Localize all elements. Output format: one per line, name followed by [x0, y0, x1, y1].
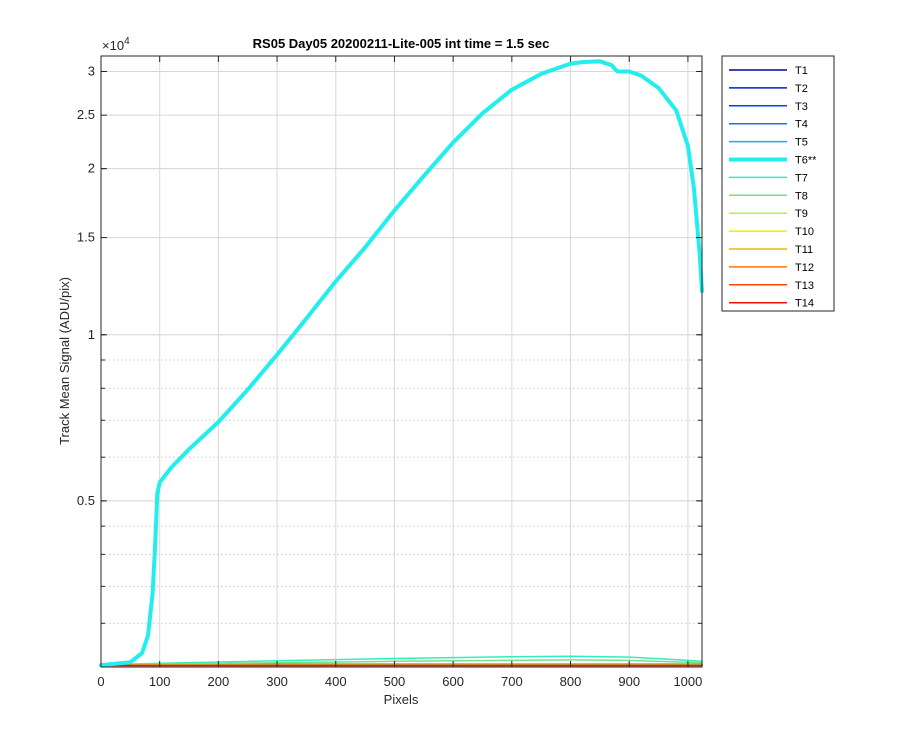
legend-box	[721, 55, 835, 312]
x-tick-label: 1000	[673, 674, 702, 689]
ticks	[100, 56, 702, 668]
x-tick-label: 300	[266, 674, 288, 689]
series-line-t6	[99, 59, 704, 668]
x-tick-label: 800	[560, 674, 582, 689]
x-tick-label: 600	[442, 674, 464, 689]
legend: T1 T2 T3 T4 T5 T6** T7 T8 T9 T10 T11 T12 T13 T14	[721, 55, 835, 312]
series-line-t7	[100, 655, 703, 666]
legend-label-t3: T3	[795, 101, 808, 113]
plot-area	[101, 56, 702, 667]
legend-label-t2: T2	[795, 83, 808, 95]
x-tick-label: 0	[97, 674, 104, 689]
x-tick-label: 400	[325, 674, 347, 689]
y-tick-label: 2	[88, 161, 95, 176]
x-tick-label: 200	[208, 674, 230, 689]
legend-label-t1: T1	[795, 65, 808, 77]
chart-title: RS05 Day05 20200211-Lite-005 int time = …	[253, 36, 550, 51]
y-multiplier-exponent: 4	[124, 36, 130, 47]
x-axis-label: Pixels	[384, 692, 419, 707]
legend-label-t10: T10	[795, 226, 814, 238]
y-tick-label: 1.5	[77, 230, 95, 245]
plot-frame	[100, 55, 703, 668]
legend-label-t13: T13	[795, 280, 814, 292]
series-line-t8	[100, 659, 703, 667]
x-tick-label: 700	[501, 674, 523, 689]
y-tick-label: 0.5	[77, 493, 95, 508]
y-tick-label: 1	[88, 327, 95, 342]
legend-label-t11: T11	[795, 244, 813, 256]
x-tick-label: 100	[149, 674, 171, 689]
legend-label-t12: T12	[795, 262, 814, 274]
x-tick-labels: 0 100 200 300 400 500 600 700 800 900 1000	[97, 674, 702, 689]
y-tick-labels: 0.5 1 1.5 2 2.5 3	[77, 63, 95, 507]
x-tick-label: 900	[618, 674, 640, 689]
legend-label-t9: T9	[795, 208, 808, 220]
legend-label-t5: T5	[795, 137, 808, 149]
series-layer	[99, 59, 704, 668]
legend-items: T1 T2 T3 T4 T5 T6** T7 T8 T9 T10 T11 T12 T13 T14	[729, 65, 817, 310]
legend-label-t14: T14	[795, 298, 814, 310]
legend-label-t4: T4	[795, 119, 808, 131]
legend-label-t6: T6**	[795, 155, 817, 167]
y-multiplier-base: ×10	[102, 38, 124, 53]
y-tick-label: 2.5	[77, 107, 95, 122]
legend-label-t7: T7	[795, 172, 808, 184]
x-tick-label: 500	[384, 674, 406, 689]
y-axis-label: Track Mean Signal (ADU/pix)	[57, 277, 72, 445]
y-tick-label: 3	[88, 63, 95, 78]
legend-label-t8: T8	[795, 190, 808, 202]
y-multiplier: ×104	[102, 36, 130, 53]
